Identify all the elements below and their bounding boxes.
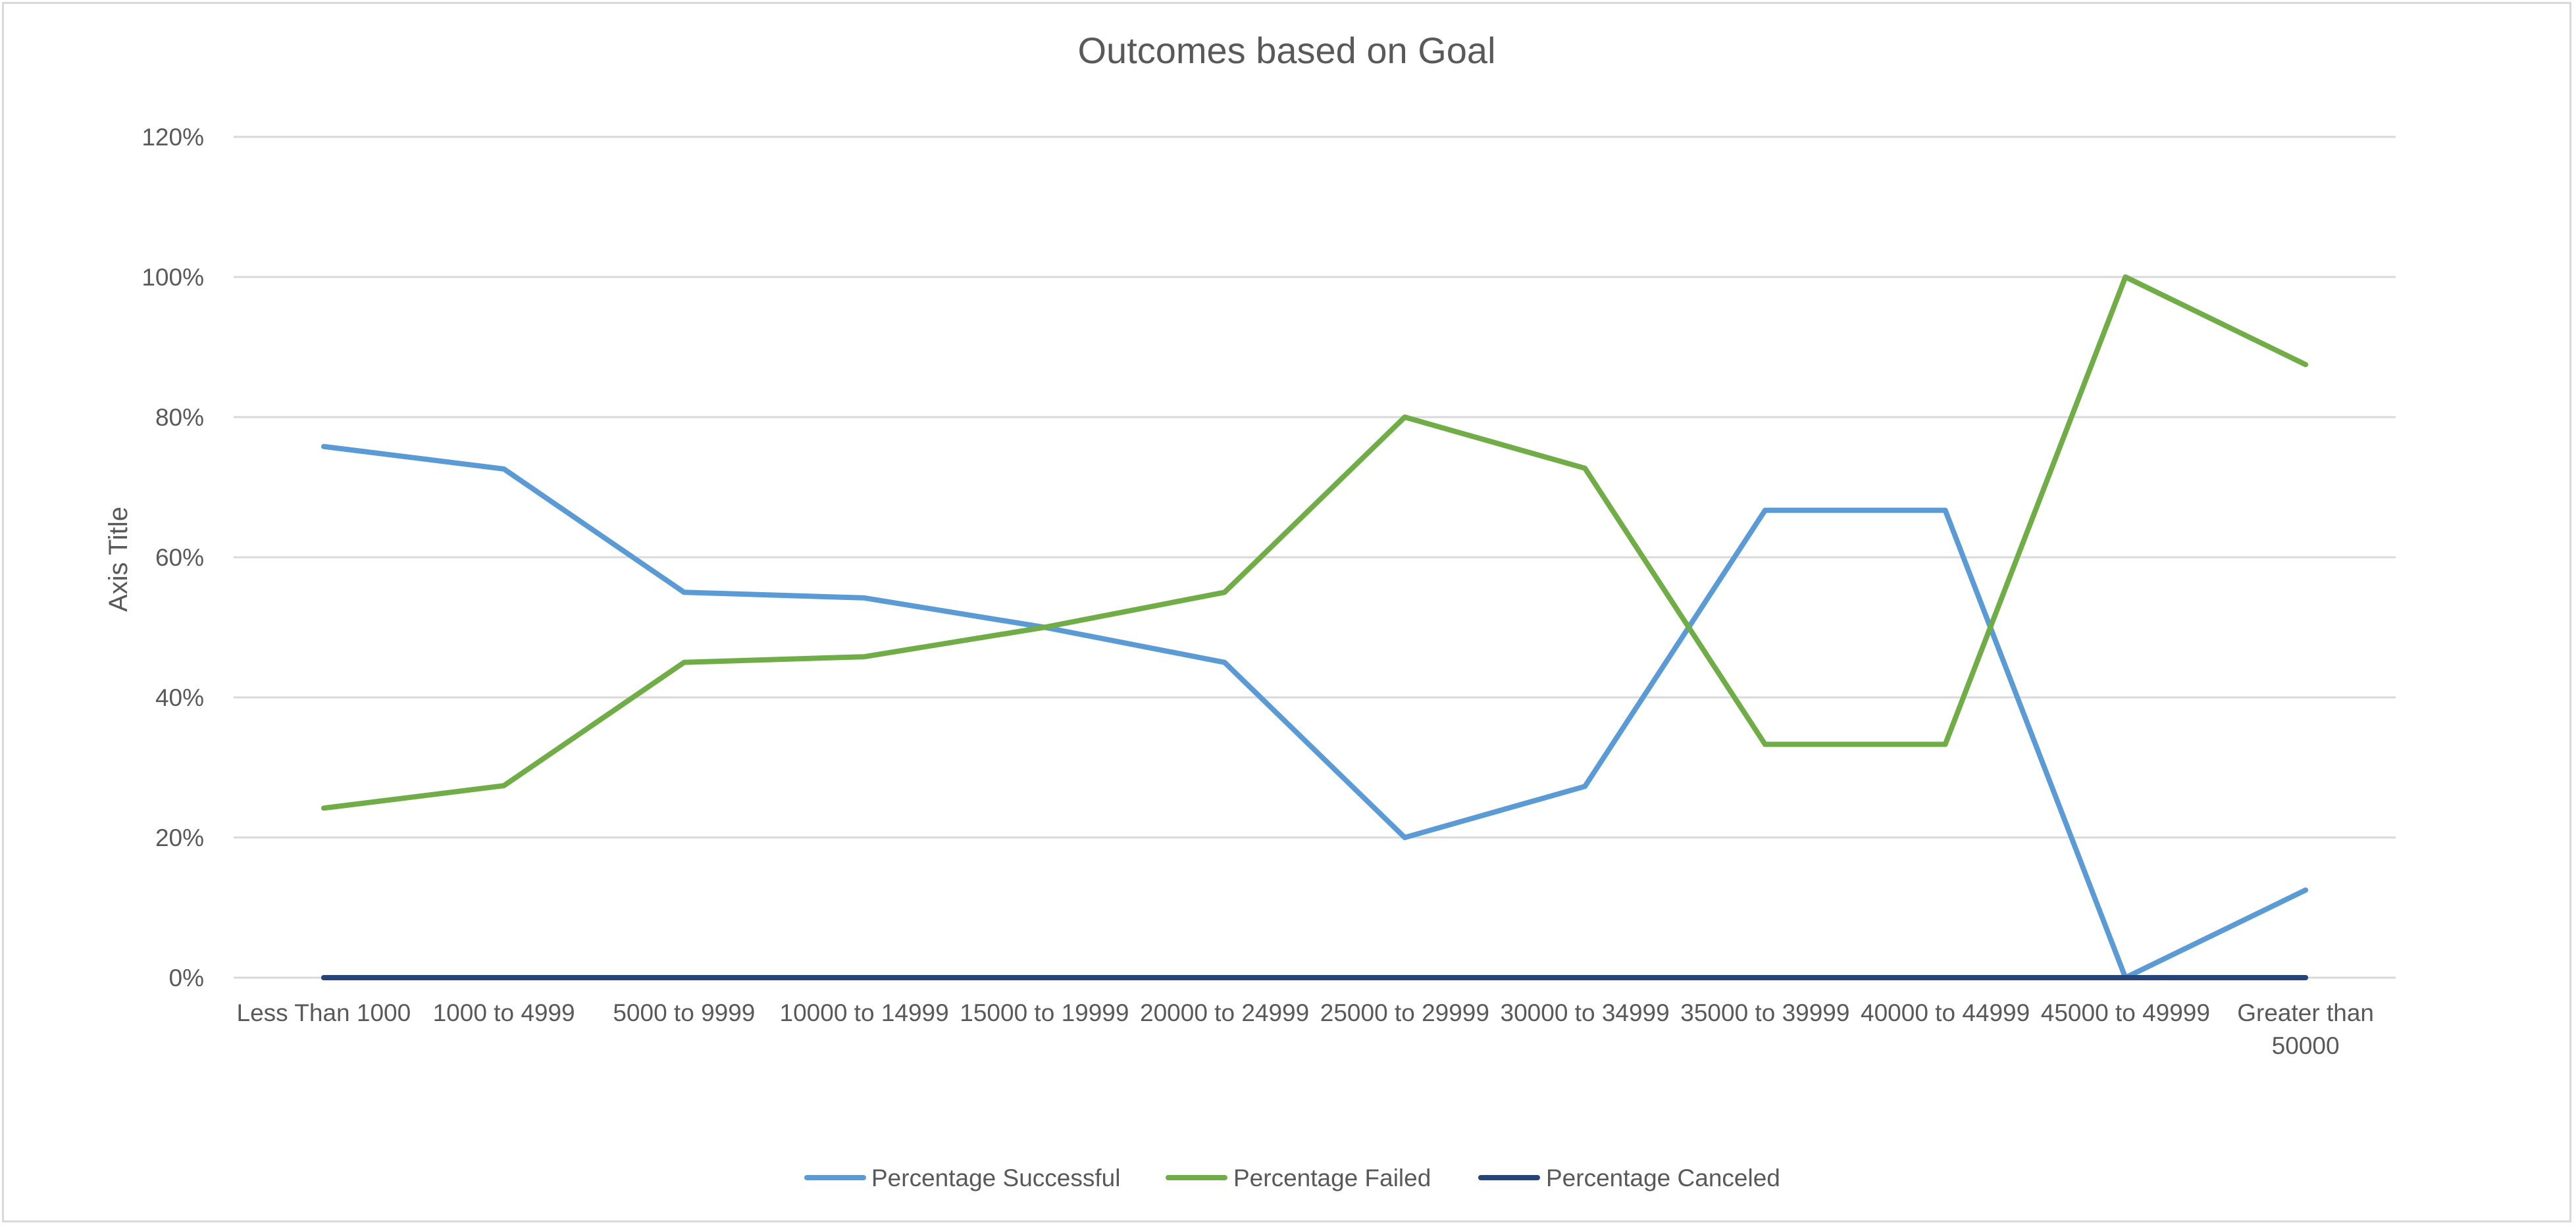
y-tick-label: 120% <box>142 124 204 151</box>
legend-label-1: Percentage Successful <box>871 1164 1120 1191</box>
x-tick-label-line: 1000 to 4999 <box>433 999 575 1026</box>
x-tick-label: 1000 to 4999 <box>433 999 575 1026</box>
x-tick-label: 40000 to 44999 <box>1861 999 2030 1026</box>
x-tick-label-line: 30000 to 34999 <box>1501 999 1670 1026</box>
y-tick-label: 40% <box>155 684 204 711</box>
legend: Percentage Successful Percentage Failed Pe… <box>804 1164 1780 1191</box>
y-tick-labels: 0% 20% 40% 60% 80% 100% 120% <box>142 124 204 991</box>
y-tick-label: 60% <box>155 544 204 571</box>
x-tick-label: 5000 to 9999 <box>613 999 755 1026</box>
x-tick-label: 35000 to 39999 <box>1680 999 1849 1026</box>
series-line-1 <box>321 443 2309 980</box>
x-tick-label-line: 35000 to 39999 <box>1680 999 1849 1026</box>
x-tick-label-line: Greater than <box>2237 999 2374 1026</box>
x-tick-label: 10000 to 14999 <box>780 999 949 1026</box>
x-tick-label-line: 10000 to 14999 <box>780 999 949 1026</box>
x-tick-label-line: 50000 <box>2272 1032 2340 1059</box>
y-axis-title: Axis Title <box>104 507 133 612</box>
x-tick-label-line: 40000 to 44999 <box>1861 999 2030 1026</box>
series-lines <box>321 274 2309 980</box>
x-tick-label: 20000 to 24999 <box>1140 999 1309 1026</box>
x-tick-label-line: 5000 to 9999 <box>613 999 755 1026</box>
y-tick-label: 20% <box>155 824 204 851</box>
x-tick-label-line: 45000 to 49999 <box>2041 999 2210 1026</box>
x-tick-label-line: Less Than 1000 <box>237 999 411 1026</box>
x-tick-label: Greater than 50000 <box>2237 999 2374 1059</box>
y-tick-label: 80% <box>155 404 204 431</box>
legend-label-3: Percentage Canceled <box>1546 1164 1780 1191</box>
x-tick-label-line: 25000 to 29999 <box>1320 999 1489 1026</box>
x-tick-label-line: 15000 to 19999 <box>960 999 1129 1026</box>
y-tick-label: 0% <box>169 964 204 991</box>
series-line-2 <box>321 274 2309 811</box>
legend-label-2: Percentage Failed <box>1233 1164 1431 1191</box>
x-tick-labels: Less Than 1000 1000 to 4999 5000 to 9999 10… <box>237 999 2374 1059</box>
x-tick-label: 45000 to 49999 <box>2041 999 2210 1026</box>
x-tick-label-line: 20000 to 24999 <box>1140 999 1309 1026</box>
y-tick-label: 100% <box>142 264 204 291</box>
x-tick-label: Less Than 1000 <box>237 999 411 1026</box>
chart-title: Outcomes based on Goal <box>1077 30 1495 71</box>
gridlines <box>234 136 2396 979</box>
x-tick-label: 30000 to 34999 <box>1501 999 1670 1026</box>
x-tick-label: 15000 to 19999 <box>960 999 1129 1026</box>
x-tick-label: 25000 to 29999 <box>1320 999 1489 1026</box>
